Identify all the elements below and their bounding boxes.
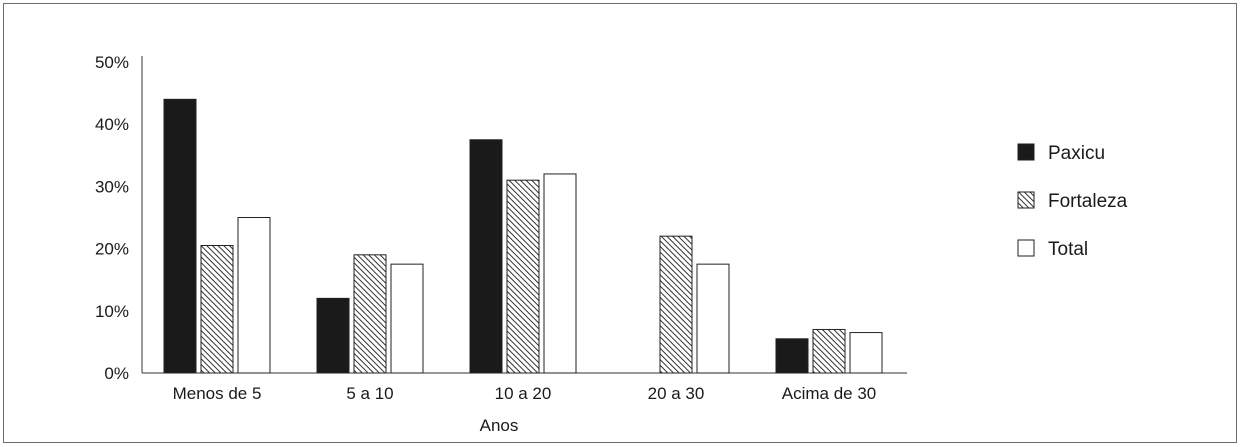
x-tick-label: 10 a 20: [495, 384, 552, 403]
y-tick-label: 10%: [95, 302, 129, 321]
chart-frame: 0% 10% 20% 30% 40% 50% Menos de 5 5 a 10 10 a 2…: [3, 3, 1237, 443]
legend-label-total: Total: [1048, 239, 1088, 260]
legend-label-paxicu: Paxicu: [1048, 143, 1105, 164]
legend: Paxicu Fortaleza Total: [1017, 143, 1128, 260]
y-tick-label: 50%: [95, 53, 129, 72]
bar-paxicu-0: [163, 98, 197, 374]
bar-total-0: [237, 217, 271, 374]
bar-fortaleza-0: [200, 244, 234, 374]
bar-fortaleza-2: [506, 179, 540, 374]
bar-paxicu-2: [469, 139, 503, 374]
bar-total-1: [390, 263, 424, 374]
legend-swatch-paxicu: [1017, 143, 1035, 161]
y-tick-label: 30%: [95, 177, 129, 196]
bar-paxicu-1: [316, 297, 350, 374]
bar-fortaleza-1: [353, 254, 387, 374]
bar-total-2: [543, 173, 577, 374]
x-axis-title: Anos: [480, 416, 519, 435]
y-tick-label: 20%: [95, 240, 129, 259]
bar-fortaleza-3: [659, 235, 693, 374]
bar-paxicu-4: [775, 338, 809, 374]
y-ticks: 0% 10% 20% 30% 40% 50%: [95, 53, 129, 383]
bar-chart: 0% 10% 20% 30% 40% 50% Menos de 5 5 a 10 10 a 2…: [95, 53, 1128, 435]
legend-swatch-fortaleza: [1017, 191, 1035, 209]
x-tick-label: 5 a 10: [346, 384, 393, 403]
bar-fortaleza-4: [812, 328, 846, 374]
x-tick-label: Menos de 5: [173, 384, 262, 403]
x-tick-label: Acima de 30: [782, 384, 877, 403]
y-tick-label: 40%: [95, 115, 129, 134]
legend-swatch-total: [1017, 239, 1035, 257]
x-ticks: Menos de 5 5 a 10 10 a 20 20 a 30 Acima de 3…: [173, 384, 877, 403]
bars: [163, 98, 883, 374]
legend-label-fortaleza: Fortaleza: [1048, 191, 1128, 212]
bar-total-3: [696, 263, 730, 374]
bar-total-4: [849, 332, 883, 374]
x-tick-label: 20 a 30: [648, 384, 705, 403]
y-tick-label: 0%: [104, 364, 129, 383]
